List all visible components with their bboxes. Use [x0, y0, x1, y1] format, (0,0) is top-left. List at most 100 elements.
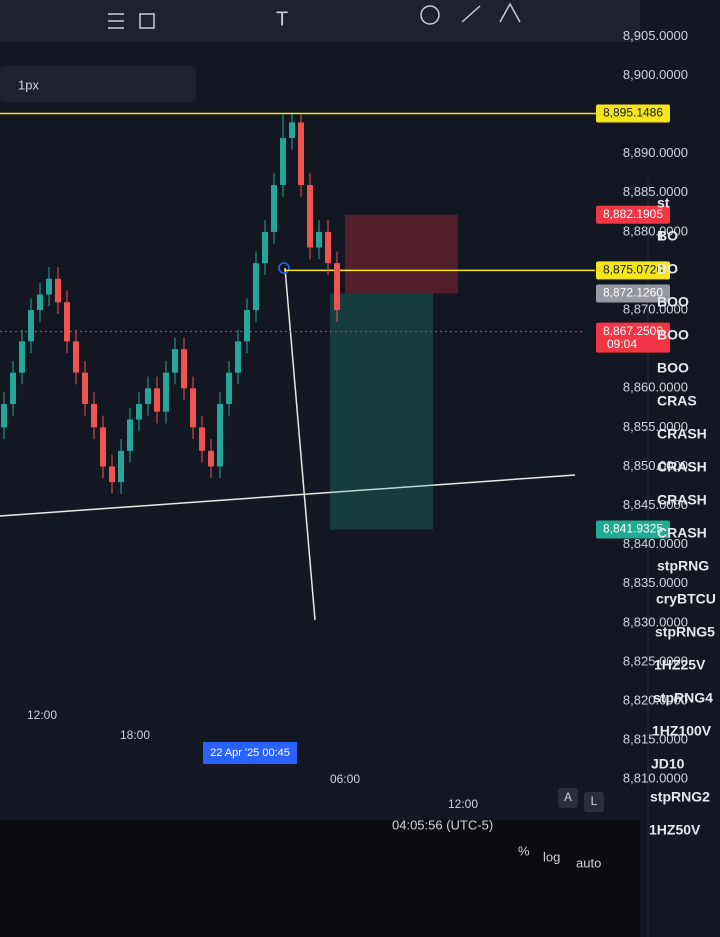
candle-body: [28, 310, 34, 342]
candle-body: [298, 122, 304, 185]
percent-toggle[interactable]: %: [518, 843, 530, 858]
price-badge: [596, 104, 670, 123]
price-label: 8,830.0000: [623, 614, 688, 629]
auto-toggle[interactable]: auto: [576, 855, 601, 870]
price-badge: [596, 520, 670, 539]
candle-body: [10, 372, 16, 404]
candle-body: [82, 372, 88, 404]
price-label: 8,810.0000: [623, 771, 688, 786]
time-label: 12:00: [448, 797, 478, 811]
time-label: 12:00: [27, 708, 57, 722]
watchlist-symbol[interactable]: 1: [657, 228, 665, 244]
price-label: 8,880.0000: [623, 223, 688, 238]
watchlist-symbol[interactable]: 1HZ100V: [652, 723, 712, 739]
tool-icon[interactable]: [139, 13, 155, 29]
candle-body: [19, 341, 25, 373]
watchlist-symbol[interactable]: BOO: [657, 360, 689, 376]
crosshair-time-bg: [203, 742, 297, 764]
lock-scale-button[interactable]: L: [591, 794, 598, 808]
candle-body: [253, 263, 259, 311]
anchor-point[interactable]: [278, 262, 290, 274]
price-label: 8,860.0000: [623, 380, 688, 395]
watchlist-symbol[interactable]: 1HZ50V: [649, 822, 701, 838]
candle-body: [172, 349, 178, 373]
candle-body: [262, 231, 268, 264]
price-badge: [596, 205, 670, 224]
candle-body: [181, 349, 187, 389]
candle-body: [334, 263, 340, 311]
time-label: 18:00: [120, 728, 150, 742]
tool-icon[interactable]: [420, 5, 440, 25]
price-badge: [596, 261, 670, 280]
candle-body: [244, 310, 250, 342]
candle-body: [208, 450, 214, 467]
watchlist-symbol[interactable]: cryBTCU: [656, 591, 716, 607]
price-badge-label: 8,882.1905: [603, 207, 663, 221]
candle-body: [163, 372, 169, 412]
watchlist-symbol[interactable]: BOO: [657, 294, 689, 310]
price-label: 8,855.0000: [623, 419, 688, 434]
watchlist-symbol[interactable]: CRASH: [657, 426, 707, 442]
watchlist-symbol[interactable]: stpRNG: [657, 558, 709, 574]
candle-body: [1, 403, 7, 428]
watchlist-symbol[interactable]: CRASH: [657, 459, 707, 475]
button[interactable]: [558, 788, 578, 808]
price-label: 8,835.0000: [623, 575, 688, 590]
watchlist-symbol[interactable]: stpRNG4: [653, 690, 713, 706]
crosshair-time: 22 Apr '25 00:45: [210, 747, 290, 759]
price-label: 8,825.0000: [623, 653, 688, 668]
price-badge-label: 8,875.0726: [603, 263, 663, 277]
watchlist-symbol[interactable]: BO: [657, 228, 678, 244]
watchlist-symbol[interactable]: CRASH: [657, 492, 707, 508]
tool-icon[interactable]: [499, 2, 521, 23]
trend-line: [0, 474, 576, 517]
clock: 04:05:56 (UTC-5): [392, 817, 493, 832]
candle-body: [100, 427, 106, 467]
candle-body: [127, 419, 133, 451]
candle-body: [289, 122, 295, 139]
line-width[interactable]: 1px: [18, 77, 39, 92]
watchlist-symbol[interactable]: BO: [657, 261, 678, 277]
watchlist-symbol[interactable]: BOO: [657, 327, 689, 343]
price-label: 8,890.0000: [623, 145, 688, 160]
tool-icon[interactable]: T: [276, 8, 288, 30]
watchlist-symbol[interactable]: stpRNG5: [655, 624, 715, 640]
tool-icon[interactable]: [461, 5, 481, 23]
watchlist-symbol[interactable]: JD10: [651, 756, 685, 772]
watchlist-symbol[interactable]: CRAS: [657, 393, 697, 409]
candle-body: [46, 278, 52, 295]
candle-body: [118, 450, 124, 483]
button[interactable]: [584, 792, 604, 812]
price-badge-label: 8,872.1260: [603, 286, 663, 300]
candle-body: [325, 231, 331, 264]
log-toggle[interactable]: log: [543, 849, 560, 864]
candle-body: [136, 403, 142, 420]
auto-scale-button[interactable]: A: [564, 790, 572, 804]
target-zone: [330, 293, 433, 530]
price-label: 8,815.0000: [623, 732, 688, 747]
watchlist-symbol[interactable]: stpRNG2: [650, 789, 710, 805]
watchlist-symbol[interactable]: 1HZ25V: [654, 657, 706, 673]
watchlist-symbol[interactable]: st: [657, 195, 670, 211]
price-label: 8,820.0000: [623, 692, 688, 707]
price-badge: [596, 284, 670, 303]
candle-body: [154, 388, 160, 412]
price-label: 8,885.0000: [623, 184, 688, 199]
candle-body: [280, 138, 286, 185]
candle-body: [316, 231, 322, 248]
candle-body: [235, 341, 241, 373]
candle-body: [307, 184, 313, 248]
price-label: 8,905.0000: [623, 28, 688, 43]
candle-body: [145, 388, 151, 404]
price-label: 8,900.0000: [623, 67, 688, 82]
candle-body: [226, 372, 232, 404]
watchlist-symbol[interactable]: CRASH: [657, 525, 707, 541]
floating-toolbar: [0, 66, 196, 102]
watchlist-panel: [640, 0, 720, 937]
countdown: 09:04: [607, 337, 637, 351]
price-label: 8,850.0000: [623, 458, 688, 473]
candle-body: [55, 278, 61, 303]
price-label: 8,870.0000: [623, 302, 688, 317]
